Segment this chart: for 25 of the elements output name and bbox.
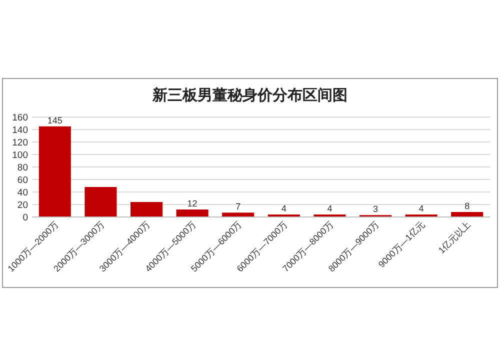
- y-tick-label: 120: [12, 138, 28, 148]
- y-tick-label: 100: [12, 150, 28, 161]
- bar: [222, 212, 254, 217]
- data-label: 4: [281, 204, 286, 214]
- bar: [176, 210, 208, 217]
- data-label: 4: [418, 204, 424, 214]
- bar: [130, 202, 163, 217]
- data-label: 8: [464, 201, 470, 211]
- y-tick-label: 20: [17, 200, 28, 211]
- data-label: 12: [187, 198, 198, 208]
- x-tick-label: 1亿元以上: [436, 219, 473, 256]
- chart-title: 新三板男董秘身价分布区间图: [152, 86, 348, 104]
- bar: [38, 126, 71, 217]
- bar: [84, 187, 117, 217]
- y-tick-label: 80: [17, 162, 28, 174]
- y-tick-label: 40: [17, 188, 28, 198]
- y-tick-label: 140: [12, 125, 28, 136]
- y-tick-label: 60: [17, 175, 28, 186]
- y-tick-label: 0: [22, 212, 28, 224]
- data-label: 3: [372, 204, 378, 214]
- data-label: 7: [236, 202, 241, 212]
- data-label: 145: [47, 115, 62, 126]
- y-tick-label: 160: [12, 112, 28, 124]
- bar: [451, 212, 484, 217]
- data-label: 4: [327, 204, 332, 214]
